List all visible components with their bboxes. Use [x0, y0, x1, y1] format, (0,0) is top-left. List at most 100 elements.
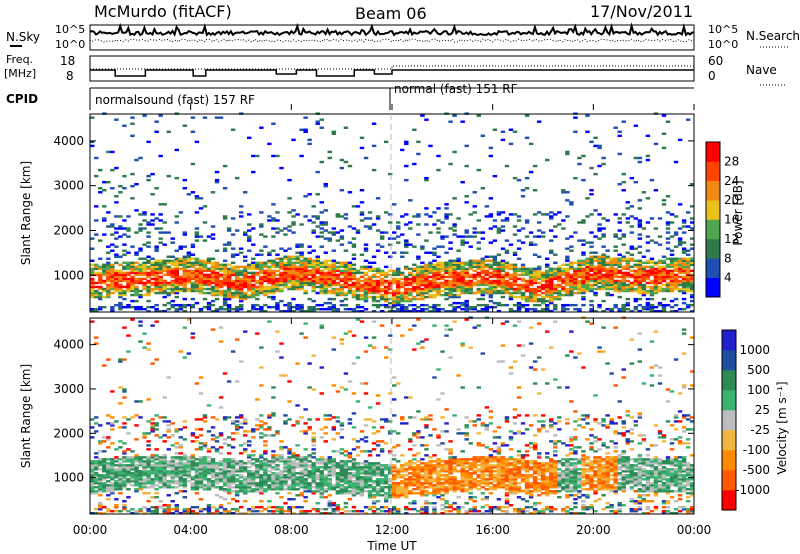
range-cell [512, 273, 518, 277]
range-cell [122, 472, 127, 475]
range-cell [174, 176, 179, 180]
range-cell [102, 490, 107, 493]
range-cell [335, 307, 341, 311]
range-cell [198, 235, 204, 238]
range-cell [271, 486, 276, 489]
range-cell [214, 478, 220, 481]
range-cell [243, 462, 248, 465]
range-cell [641, 261, 647, 265]
range-cell [243, 283, 248, 287]
range-cell [194, 464, 200, 467]
range-cell [569, 263, 574, 267]
power-colorbar-swatch [706, 200, 720, 220]
range-cell [150, 277, 155, 281]
range-cell [343, 462, 349, 465]
range-cell [210, 257, 216, 260]
range-cell [424, 263, 429, 267]
range-cell [94, 336, 99, 339]
range-cell [408, 199, 413, 202]
range-cell [637, 303, 643, 307]
range-cell [400, 233, 405, 236]
range-cell [90, 247, 95, 250]
range-cell [347, 267, 353, 271]
range-cell [122, 124, 127, 127]
range-cell [516, 247, 522, 250]
range-cell [174, 492, 179, 495]
range-cell [134, 476, 139, 479]
range-cell [436, 273, 441, 277]
range-cell [122, 249, 127, 252]
range-cell [573, 130, 578, 133]
range-cell [609, 267, 614, 271]
range-cell [251, 279, 256, 283]
range-cell [206, 466, 212, 469]
range-cell [613, 287, 618, 291]
range-cell [456, 281, 461, 285]
range-cell [319, 283, 324, 287]
range-cell [146, 460, 151, 463]
range-cell [685, 289, 691, 293]
range-cell [315, 484, 320, 487]
range-cell [460, 291, 465, 295]
range-cell [90, 285, 95, 289]
range-cell [476, 309, 481, 313]
range-cell [234, 305, 240, 309]
range-cell [198, 442, 204, 445]
range-cell [138, 279, 143, 283]
range-cell [299, 456, 304, 459]
range-cell [234, 309, 240, 313]
range-cell [319, 126, 324, 129]
range-cell [130, 116, 135, 119]
range-cell [460, 271, 465, 275]
range-cell [456, 275, 461, 279]
range-cell [613, 273, 618, 277]
range-cell [303, 271, 308, 275]
range-cell [154, 496, 159, 499]
range-cell [146, 279, 151, 283]
range-cell [90, 279, 95, 283]
range-cell [585, 263, 590, 267]
range-cell [685, 287, 691, 291]
range-cell [166, 293, 171, 297]
range-cell [271, 291, 276, 295]
range-cell [154, 470, 159, 473]
range-cell [613, 303, 618, 307]
range-cell [500, 269, 506, 273]
range-cell [110, 458, 115, 461]
range-cell [275, 480, 280, 483]
range-cell [424, 269, 429, 273]
range-cell [488, 197, 494, 200]
range-cell [295, 287, 300, 291]
range-cell [621, 281, 626, 285]
range-cell [516, 257, 522, 260]
range-cell [198, 482, 204, 485]
range-cell [114, 506, 119, 509]
range-cell [295, 273, 300, 277]
range-cell [291, 462, 296, 465]
range-cell [448, 309, 453, 313]
range-cell [480, 267, 486, 271]
range-cell [387, 297, 393, 301]
range-cell [287, 279, 292, 283]
range-cell [218, 275, 224, 279]
range-cell [496, 273, 502, 277]
range-cell [436, 207, 441, 210]
range-cell [271, 283, 276, 287]
range-cell [424, 303, 429, 307]
range-cell [593, 273, 598, 277]
range-cell [134, 464, 139, 467]
range-cell [267, 269, 272, 273]
range-cell [412, 307, 417, 311]
range-cell [307, 277, 312, 281]
range-cell [279, 374, 284, 377]
range-cell [158, 265, 163, 269]
range-cell [605, 283, 610, 287]
range-cell [315, 269, 320, 273]
range-cell [351, 295, 357, 299]
range-cell [621, 307, 626, 311]
range-cell [629, 205, 634, 208]
range-cell [681, 291, 687, 295]
range-cell [396, 281, 401, 285]
range-cell [182, 468, 188, 471]
range-cell [194, 476, 200, 479]
